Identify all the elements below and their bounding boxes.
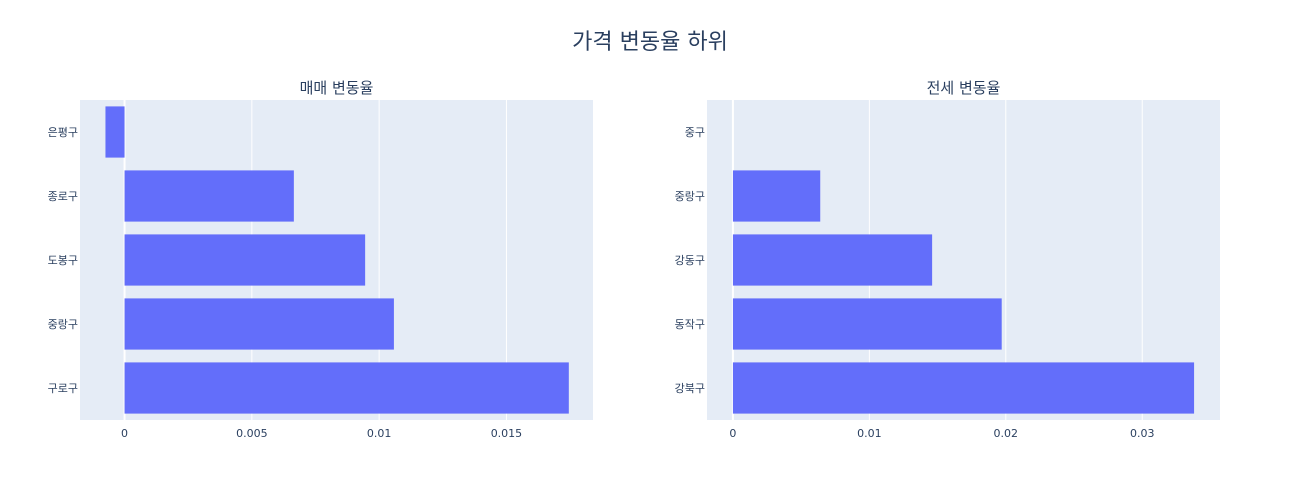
bar[interactable] bbox=[124, 298, 394, 350]
y-category-label: 은평구 bbox=[48, 126, 78, 139]
bar[interactable] bbox=[124, 170, 294, 222]
y-category-label: 강북구 bbox=[675, 382, 705, 395]
y-category-label: 종로구 bbox=[48, 190, 78, 203]
y-category-label: 도봉구 bbox=[48, 254, 78, 267]
y-category-label: 중랑구 bbox=[48, 318, 78, 331]
y-category-label: 중랑구 bbox=[675, 190, 705, 203]
y-category-label: 중구 bbox=[685, 126, 705, 139]
x-tick-label: 0.01 bbox=[857, 427, 882, 440]
x-tick-label: 0 bbox=[729, 427, 736, 440]
x-tick-label: 0.01 bbox=[367, 427, 392, 440]
chart-title: 가격 변동율 하위 bbox=[572, 30, 728, 55]
subplot-title: 전세 변동율 bbox=[927, 79, 1001, 97]
x-tick-label: 0.02 bbox=[994, 427, 1019, 440]
bar[interactable] bbox=[732, 362, 1195, 414]
bar[interactable] bbox=[732, 298, 1002, 350]
y-category-label: 강동구 bbox=[675, 254, 705, 267]
x-tick-label: 0 bbox=[121, 427, 128, 440]
x-tick-label: 0.03 bbox=[1130, 427, 1155, 440]
y-category-label: 동작구 bbox=[675, 318, 705, 331]
bar[interactable] bbox=[732, 234, 933, 286]
bar[interactable] bbox=[105, 106, 125, 158]
y-category-label: 구로구 bbox=[48, 382, 78, 395]
bar[interactable] bbox=[124, 362, 569, 414]
x-tick-label: 0.005 bbox=[236, 427, 268, 440]
x-tick-label: 0.015 bbox=[491, 427, 523, 440]
subplot-title: 매매 변동율 bbox=[300, 79, 374, 97]
bar[interactable] bbox=[124, 234, 366, 286]
bar[interactable] bbox=[732, 170, 821, 222]
